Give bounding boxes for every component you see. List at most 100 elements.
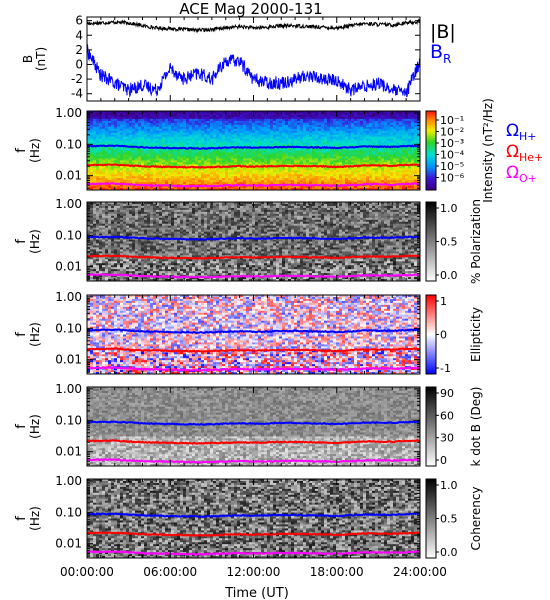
gyrofreq-line-he-plus — [86, 347, 421, 353]
x-tick-label: 18:00:00 — [310, 565, 364, 579]
colorbar-tick-label: 0.5 — [440, 236, 458, 249]
x-tick-label: 12:00:00 — [227, 565, 281, 579]
y-tick-label: 4 — [75, 28, 83, 42]
field-panel-frame — [86, 16, 421, 102]
gyrofreq-line-he-plus — [86, 439, 421, 445]
y-label-f: f — [14, 148, 29, 153]
legend-omega-he-plus: ΩHe+ — [506, 142, 543, 164]
colorbar-tick-label: 10⁻⁶ — [440, 172, 465, 185]
y-tick-label: 0.01 — [55, 353, 82, 367]
y-tick-label: 0 — [75, 57, 83, 71]
colorbar-tick-label: 0.0 — [440, 546, 458, 559]
gyrofreq-line-he-plus — [86, 531, 421, 537]
y-tick-label: 0.01 — [55, 537, 82, 551]
y-label-hz: (Hz) — [28, 138, 42, 163]
y-axis-label: f (Hz) — [14, 506, 42, 531]
colorbar-tick-label: 10⁻⁵ — [440, 160, 464, 173]
y-label-hz: (Hz) — [28, 229, 42, 254]
y-tick-label: 0.10 — [55, 137, 82, 151]
colorbar-tick-label: 10⁻⁴ — [440, 149, 465, 162]
colorbar-tick-label: 1.0 — [440, 479, 458, 492]
colorbar-label: Coherency — [469, 486, 483, 550]
colorbar-label: Ellipticity — [469, 307, 483, 362]
y-tick-label: 0.01 — [55, 169, 82, 183]
colorbar-tick-label: 90 — [440, 387, 454, 400]
colorbar-polarization — [425, 201, 437, 282]
y-label-f: f — [14, 332, 29, 337]
chart-title: ACE Mag 2000-131 — [179, 0, 322, 18]
y-axis-label: f (Hz) — [14, 138, 42, 163]
colorbar-tick-label: 0.0 — [440, 269, 458, 282]
legend-omega-h-plus: ΩH+ — [506, 121, 537, 143]
gyrofreq-line-h-plus — [87, 420, 421, 426]
y-label-hz: (Hz) — [28, 322, 42, 347]
y-tick-label: 0.10 — [55, 228, 82, 242]
y-axis-label: f (Hz) — [14, 414, 42, 439]
series-line-b-total — [86, 18, 421, 34]
colorbar-tick-label: 1.0 — [440, 202, 458, 215]
y-tick-label: 0.10 — [55, 413, 82, 427]
colorbar-ellipticity — [425, 294, 437, 375]
colorbar-tick-label: 10⁻² — [440, 126, 464, 139]
colorbar-tick-label: 0 — [440, 329, 447, 342]
gyrofreq-line-h-plus — [86, 512, 421, 518]
x-axis-label: Time (UT) — [224, 586, 289, 600]
gyrofreq-line-h-plus — [86, 328, 421, 334]
x-tick-label: 06:00:00 — [143, 565, 197, 579]
colorbar-tick-label: 0.5 — [440, 513, 458, 526]
x-tick-label: 24:00:00 — [393, 565, 447, 579]
colorbar-label: k dot B (Deg) — [469, 387, 483, 467]
y-label-f: f — [14, 516, 29, 521]
colorbar-coherency — [425, 478, 437, 559]
y-tick-label: 0.10 — [55, 505, 82, 519]
y-tick-label: 2 — [75, 43, 83, 57]
y-tick-label: 0.01 — [55, 445, 82, 459]
colorbar-kdotb — [425, 386, 437, 467]
y-tick-label: 6 — [75, 14, 83, 28]
y-tick-label: -4 — [71, 87, 83, 101]
y-tick-label: 1.00 — [55, 382, 82, 396]
y-tick-label: -2 — [71, 72, 83, 86]
y-tick-label: 1.00 — [55, 197, 82, 211]
gyrofreq-line-he-plus — [87, 254, 421, 261]
spectrogram-panel-coherency: 1.00 0.10 0.01 f (Hz) 1.0 0.5 0.0 Coherency — [14, 474, 483, 559]
y-axis-label: f (Hz) — [14, 229, 42, 254]
legend-b-r-sub: R — [443, 52, 451, 66]
y-label-f: f — [14, 239, 29, 244]
y-tick-label: 1.00 — [55, 106, 82, 120]
legend-b-r: BR — [430, 41, 451, 66]
spectrogram-panel-polarization: 1.00 0.10 0.01 f (Hz) 1.0 0.5 0.0 % Polarization — [14, 197, 483, 284]
spectrogram-panel-intensity: 1.00 0.10 0.01 f (Hz) 10⁻¹10⁻²10⁻³10⁻⁴10⁻⁵10⁻… — [14, 98, 543, 203]
colorbar-tick-label: 30 — [440, 432, 454, 445]
colorbar-tick-label: 1 — [440, 295, 447, 308]
y-tick-label: 1.00 — [55, 474, 82, 488]
colorbar-tick-label: 60 — [440, 409, 454, 422]
x-tick-label: 00:00:00 — [60, 565, 114, 579]
colorbar-intensity — [425, 110, 437, 191]
y-label-nt: (nT) — [34, 47, 48, 71]
spectrogram-cells — [87, 479, 421, 559]
gyrofreq-line-he-plus — [86, 163, 420, 169]
gyrofreq-line-h-plus — [86, 235, 421, 241]
series-line-b-r — [86, 44, 421, 98]
spectrogram-cells — [87, 111, 421, 191]
legend-b-r-main: B — [430, 41, 443, 63]
spectrogram-cells — [87, 202, 421, 282]
field-y-axis-label: B (nT) — [21, 47, 48, 71]
y-label-f: f — [14, 424, 29, 429]
spectrogram-cells — [87, 295, 421, 375]
colorbar-tick-label: 10⁻³ — [440, 137, 464, 150]
colorbar-label: Intensity (nT²/Hz) — [481, 98, 495, 203]
colorbar-tick-label: 10⁻¹ — [440, 114, 464, 127]
y-axis-label: f (Hz) — [14, 322, 42, 347]
spectrogram-cells — [87, 387, 421, 467]
y-tick-label: 1.00 — [55, 290, 82, 304]
y-tick-label: 0.10 — [55, 321, 82, 335]
colorbar-label: % Polarization — [469, 199, 483, 284]
legend-b-total: |B| — [430, 21, 456, 43]
y-label-hz: (Hz) — [28, 506, 42, 531]
y-tick-label: 0.01 — [55, 260, 82, 274]
colorbar-tick-label: -1 — [440, 362, 451, 375]
spectrogram-panel-kdotb: 1.00 0.10 0.01 f (Hz) 90 60 30 0 k dot B (Deg) — [14, 382, 483, 467]
